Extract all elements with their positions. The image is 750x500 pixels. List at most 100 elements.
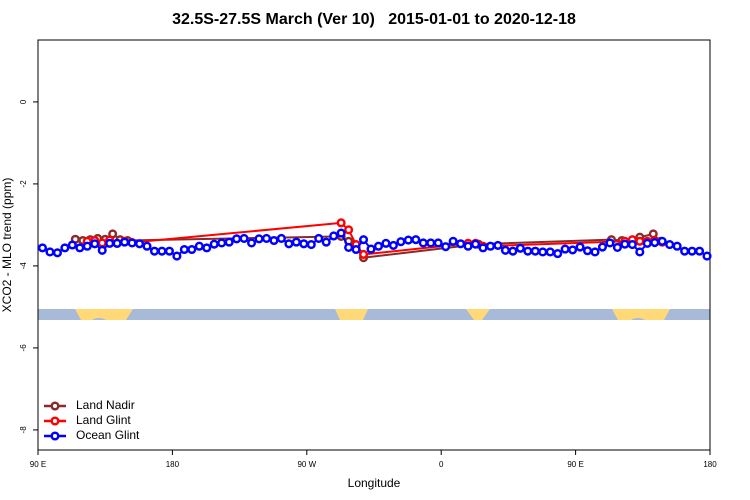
data-point (665, 240, 675, 250)
data-point (590, 247, 600, 257)
data-point (179, 244, 189, 255)
data-point (306, 240, 316, 250)
x-tick-label: 180 (166, 460, 180, 469)
data-point (687, 246, 697, 256)
data-point (45, 247, 55, 257)
data-point (702, 251, 712, 261)
data-point (650, 237, 660, 248)
data-point (627, 240, 637, 250)
data-point (164, 246, 174, 256)
y-tick-label: -2 (19, 180, 28, 188)
legend-marker (50, 431, 60, 441)
data-point (605, 238, 615, 248)
data-point (642, 238, 652, 248)
data-point (224, 237, 234, 247)
legend-marker (50, 401, 60, 411)
data-point (366, 244, 376, 254)
data-point (463, 241, 473, 251)
data-point (232, 234, 242, 244)
data-point (657, 236, 667, 246)
data-point (344, 225, 354, 235)
data-point (426, 238, 436, 248)
data-point (553, 249, 563, 259)
legend-marker (50, 416, 60, 426)
data-point (217, 238, 227, 248)
x-tick-label: 90 E (567, 460, 583, 469)
data-point (470, 239, 481, 249)
data-point (493, 240, 503, 250)
data-point (97, 238, 107, 248)
legend-label: Ocean Glint (76, 428, 140, 442)
data-point (433, 238, 443, 248)
x-tick-label: 0 (439, 460, 444, 469)
data-point (127, 238, 137, 248)
data-point (82, 241, 92, 251)
data-point (172, 251, 182, 261)
data-point (67, 240, 77, 250)
data-point (90, 239, 100, 249)
data-point (105, 238, 115, 248)
data-point (261, 233, 272, 243)
x-axis-label: Longitude (348, 476, 401, 490)
data-point (396, 237, 406, 247)
x-tick-label: 180 (703, 460, 717, 469)
data-point (37, 243, 48, 253)
data-point (344, 242, 354, 253)
y-tick-label: -8 (19, 426, 28, 434)
data-point (388, 240, 398, 250)
data-point (523, 246, 533, 256)
data-point (187, 244, 197, 255)
data-point (620, 239, 630, 249)
x-tick-label: 90 E (30, 460, 46, 469)
data-point (418, 238, 428, 248)
data-point (538, 247, 548, 257)
y-tick-label: 0 (19, 99, 28, 104)
data-point (239, 233, 249, 243)
data-point (194, 241, 204, 251)
data-point (269, 235, 279, 246)
data-point (60, 243, 70, 253)
data-point (694, 246, 705, 256)
chart-title: 32.5S-27.5S March (Ver 10) 2015-01-01 to… (172, 11, 576, 28)
x-tick-label: 90 W (297, 460, 316, 469)
data-point (411, 235, 421, 245)
data-point (582, 246, 593, 256)
data-point (441, 242, 451, 252)
y-tick-label: -6 (19, 344, 28, 352)
data-point (134, 239, 145, 249)
data-point (478, 243, 488, 253)
data-point (149, 246, 160, 256)
data-point (381, 238, 391, 248)
data-point (560, 244, 570, 254)
data-point (254, 234, 264, 244)
data-point (597, 242, 608, 252)
data-point (75, 243, 85, 253)
data-point (635, 247, 645, 257)
data-point (351, 244, 361, 255)
y-tick-label: -4 (19, 262, 28, 270)
data-point (358, 235, 369, 245)
data-point (52, 248, 62, 258)
legend-label: Land Glint (76, 413, 131, 427)
data-point (291, 237, 301, 247)
data-point (329, 231, 339, 241)
data-point (246, 238, 257, 248)
data-point (635, 236, 645, 246)
data-point (545, 247, 555, 257)
data-point (299, 239, 309, 249)
data-point (515, 243, 525, 253)
data-point (500, 245, 510, 255)
data-point (202, 243, 212, 253)
data-point (314, 233, 324, 243)
data-point (209, 239, 219, 249)
data-point (112, 238, 122, 248)
surface-strip (38, 309, 710, 320)
data-point (358, 249, 369, 259)
data-point (373, 241, 384, 251)
data-point (120, 237, 130, 247)
data-point (680, 246, 690, 256)
data-point (612, 242, 622, 253)
data-point (321, 237, 331, 247)
data-point (336, 218, 346, 228)
